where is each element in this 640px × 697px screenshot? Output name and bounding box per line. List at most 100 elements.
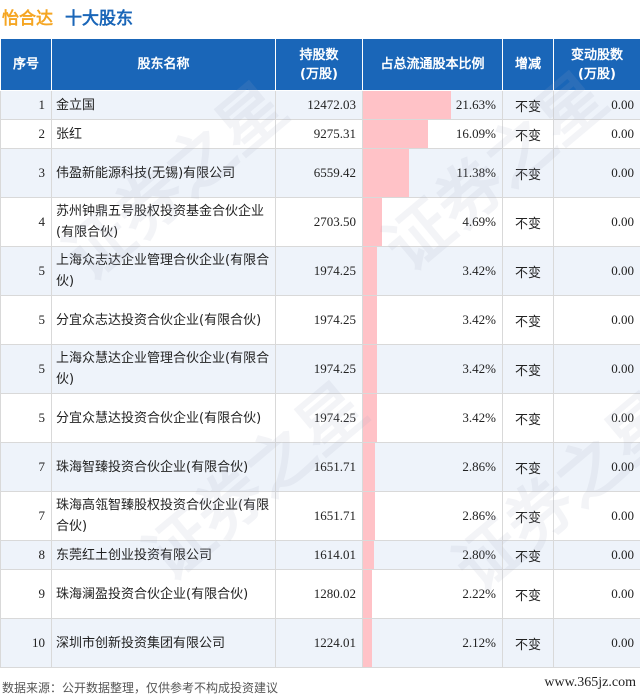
table-row: 2 张红 9275.31 16.09% 不变 0.00 bbox=[0, 119, 640, 149]
rank-cell: 7 bbox=[0, 442, 52, 492]
ratio-cell: 11.38% bbox=[362, 148, 503, 198]
page-header: 怡合达 十大股东 bbox=[0, 0, 640, 32]
ratio-bar bbox=[363, 91, 451, 119]
change-cell: 不变 bbox=[502, 344, 554, 394]
col-ratio-header: 占总流通股本比例 bbox=[362, 38, 503, 91]
delta-cell: 0.00 bbox=[553, 197, 640, 247]
shares-cell: 2703.50 bbox=[275, 197, 363, 247]
delta-cell: 0.00 bbox=[553, 393, 640, 443]
shareholder-name-cell: 分宜众慧达投资合伙企业(有限合伙) bbox=[51, 393, 276, 443]
ratio-bar bbox=[363, 570, 373, 618]
data-source-note: 数据来源：公开数据整理，仅供参考不构成投资建议 bbox=[2, 681, 279, 695]
table-row: 7 珠海高瓴智臻股权投资合伙企业(有限合伙) 1651.71 2.86% 不变 0.00 bbox=[0, 491, 640, 541]
ratio-bar bbox=[363, 619, 372, 667]
shares-cell: 1974.25 bbox=[275, 344, 363, 394]
table-row: 10 深圳市创新投资集团有限公司 1224.01 2.12% 不变 0.00 bbox=[0, 618, 640, 668]
shares-cell: 1224.01 bbox=[275, 618, 363, 668]
change-cell: 不变 bbox=[502, 197, 554, 247]
table-row: 5 分宜众志达投资合伙企业(有限合伙) 1974.25 3.42% 不变 0.00 bbox=[0, 295, 640, 345]
shareholder-name-cell: 珠海澜盈投资合伙企业(有限合伙) bbox=[51, 569, 276, 619]
shares-cell: 1974.25 bbox=[275, 393, 363, 443]
delta-cell: 0.00 bbox=[553, 295, 640, 345]
change-cell: 不变 bbox=[502, 569, 554, 619]
ratio-value: 2.86% bbox=[462, 459, 496, 474]
delta-cell: 0.00 bbox=[553, 119, 640, 149]
shareholder-name-cell: 珠海智臻投资合伙企业(有限合伙) bbox=[51, 442, 276, 492]
shares-cell: 12472.03 bbox=[275, 90, 363, 120]
ratio-value: 3.42% bbox=[462, 361, 496, 376]
ratio-bar bbox=[363, 492, 375, 540]
table-body: 1 金立国 12472.03 21.63% 不变 0.00 2 张红 9275.31 16.09%… bbox=[0, 90, 640, 668]
delta-cell: 0.00 bbox=[553, 569, 640, 619]
rank-cell: 1 bbox=[0, 90, 52, 120]
ratio-bar bbox=[363, 443, 375, 491]
shares-cell: 1280.02 bbox=[275, 569, 363, 619]
ratio-cell: 2.12% bbox=[362, 618, 503, 668]
shares-cell: 1974.25 bbox=[275, 295, 363, 345]
ratio-bar bbox=[363, 120, 429, 148]
rank-cell: 3 bbox=[0, 148, 52, 198]
ratio-value: 3.42% bbox=[462, 312, 496, 327]
rank-cell: 2 bbox=[0, 119, 52, 149]
shareholders-table: 序号 股东名称 持股数 (万股) 占总流通股本比例 增减 变动股数 (万股) 1… bbox=[0, 38, 640, 668]
delta-cell: 0.00 bbox=[553, 148, 640, 198]
ratio-bar bbox=[363, 345, 377, 393]
change-cell: 不变 bbox=[502, 246, 554, 296]
rank-cell: 5 bbox=[0, 246, 52, 296]
ratio-cell: 2.80% bbox=[362, 540, 503, 570]
table-row: 5 上海众慧达企业管理合伙企业(有限合伙) 1974.25 3.42% 不变 0.00 bbox=[0, 344, 640, 394]
shareholder-name-cell: 珠海高瓴智臻股权投资合伙企业(有限合伙) bbox=[51, 491, 276, 541]
delta-cell: 0.00 bbox=[553, 344, 640, 394]
ratio-value: 4.69% bbox=[462, 214, 496, 229]
shares-cell: 9275.31 bbox=[275, 119, 363, 149]
table-row: 4 苏州钟鼎五号股权投资基金合伙企业(有限合伙) 2703.50 4.69% 不变 0.0… bbox=[0, 197, 640, 247]
shareholder-name-cell: 苏州钟鼎五号股权投资基金合伙企业(有限合伙) bbox=[51, 197, 276, 247]
rank-cell: 10 bbox=[0, 618, 52, 668]
shareholder-name-cell: 张红 bbox=[51, 119, 276, 149]
ratio-cell: 3.42% bbox=[362, 295, 503, 345]
ratio-cell: 21.63% bbox=[362, 90, 503, 120]
shareholder-name-cell: 分宜众志达投资合伙企业(有限合伙) bbox=[51, 295, 276, 345]
shareholder-name-cell: 金立国 bbox=[51, 90, 276, 120]
change-cell: 不变 bbox=[502, 540, 554, 570]
delta-cell: 0.00 bbox=[553, 540, 640, 570]
col-change-header: 增减 bbox=[502, 38, 554, 91]
change-cell: 不变 bbox=[502, 618, 554, 668]
shareholder-name-cell: 上海众慧达企业管理合伙企业(有限合伙) bbox=[51, 344, 276, 394]
table-row: 5 分宜众慧达投资合伙企业(有限合伙) 1974.25 3.42% 不变 0.00 bbox=[0, 393, 640, 443]
change-cell: 不变 bbox=[502, 442, 554, 492]
shareholder-name-cell: 伟盈新能源科技(无锡)有限公司 bbox=[51, 148, 276, 198]
change-cell: 不变 bbox=[502, 90, 554, 120]
delta-cell: 0.00 bbox=[553, 246, 640, 296]
ratio-bar bbox=[363, 296, 377, 344]
table-header-row: 序号 股东名称 持股数 (万股) 占总流通股本比例 增减 变动股数 (万股) bbox=[0, 38, 640, 91]
change-cell: 不变 bbox=[502, 295, 554, 345]
delta-cell: 0.00 bbox=[553, 442, 640, 492]
col-name-header: 股东名称 bbox=[51, 38, 276, 91]
page-title: 十大股东 bbox=[65, 8, 133, 29]
shares-cell: 1651.71 bbox=[275, 491, 363, 541]
company-name: 怡合达 bbox=[2, 8, 53, 29]
ratio-value: 16.09% bbox=[455, 126, 496, 141]
rank-cell: 5 bbox=[0, 344, 52, 394]
delta-cell: 0.00 bbox=[553, 618, 640, 668]
rank-cell: 8 bbox=[0, 540, 52, 570]
ratio-value: 3.42% bbox=[462, 410, 496, 425]
site-url: www.365jz.com bbox=[544, 675, 636, 690]
ratio-bar bbox=[363, 394, 377, 442]
rank-cell: 9 bbox=[0, 569, 52, 619]
change-cell: 不变 bbox=[502, 393, 554, 443]
shares-cell: 1651.71 bbox=[275, 442, 363, 492]
shareholder-name-cell: 深圳市创新投资集团有限公司 bbox=[51, 618, 276, 668]
rank-cell: 7 bbox=[0, 491, 52, 541]
table-row: 3 伟盈新能源科技(无锡)有限公司 6559.42 11.38% 不变 0.00 bbox=[0, 148, 640, 198]
ratio-cell: 3.42% bbox=[362, 344, 503, 394]
ratio-cell: 2.86% bbox=[362, 442, 503, 492]
rank-cell: 5 bbox=[0, 393, 52, 443]
shareholder-name-cell: 东莞红土创业投资有限公司 bbox=[51, 540, 276, 570]
delta-cell: 0.00 bbox=[553, 90, 640, 120]
ratio-cell: 16.09% bbox=[362, 119, 503, 149]
table-row: 7 珠海智臻投资合伙企业(有限合伙) 1651.71 2.86% 不变 0.00 bbox=[0, 442, 640, 492]
ratio-bar bbox=[363, 247, 377, 295]
rank-cell: 5 bbox=[0, 295, 52, 345]
